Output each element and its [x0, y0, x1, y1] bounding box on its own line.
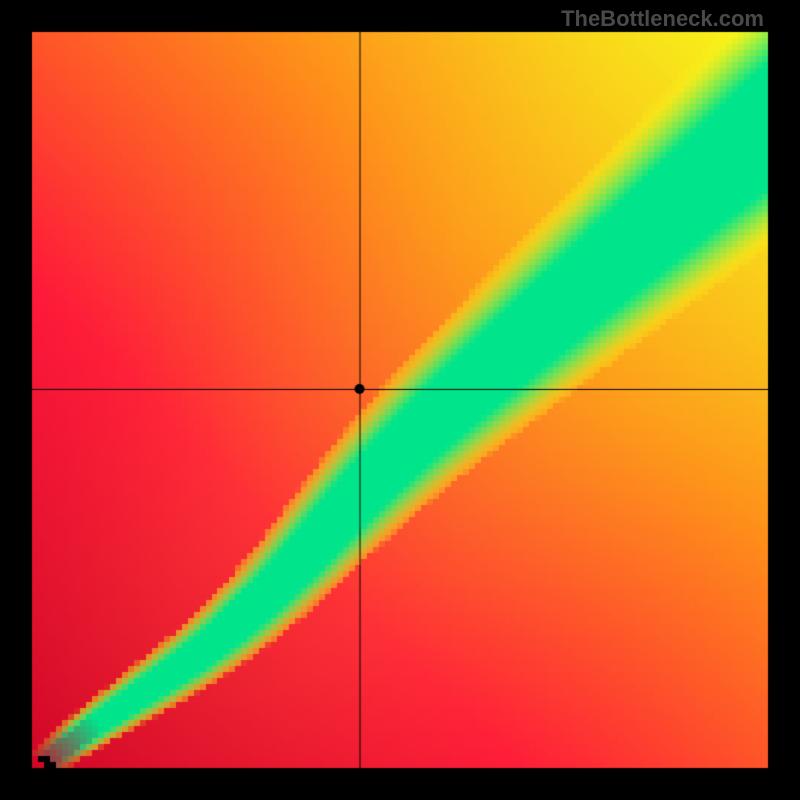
- heatmap-canvas: [0, 0, 800, 800]
- chart-frame: TheBottleneck.com: [0, 0, 800, 800]
- watermark-text: TheBottleneck.com: [561, 6, 764, 32]
